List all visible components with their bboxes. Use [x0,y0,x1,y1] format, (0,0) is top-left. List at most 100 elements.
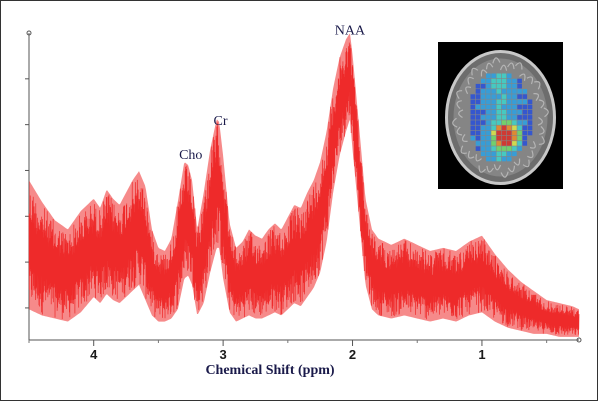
voxel-grid [470,73,533,162]
voxel [517,125,522,131]
voxel [501,156,507,162]
peak-label-cr: Cr [214,114,228,129]
voxel [480,141,486,146]
voxel [491,89,496,94]
gyrus [492,57,501,64]
voxel [517,120,522,125]
voxel [480,120,486,125]
voxel [480,78,486,84]
voxel [480,151,486,157]
gyrus [486,165,494,173]
voxel [527,104,533,110]
voxel [475,99,481,105]
voxel [475,141,481,146]
peak-label-cho: Cho [179,148,202,163]
voxel [470,135,476,141]
voxel [506,125,512,131]
voxel [512,135,517,141]
y-minor-ticks [25,78,29,309]
voxel [496,83,502,89]
voxel [506,73,512,79]
gyrus [539,125,545,135]
voxel [486,94,491,99]
voxel [486,130,491,136]
voxel [527,99,533,105]
voxel [517,78,522,84]
voxel [522,104,528,110]
voxel [512,151,517,157]
voxel [517,141,522,146]
gyrus [527,150,534,159]
voxel [491,83,496,89]
gyrus [467,150,475,159]
voxel [512,130,517,136]
voxel [496,135,502,141]
voxel [517,109,522,115]
voxel [491,125,496,131]
voxel [517,89,522,94]
gyrus [478,165,486,173]
gyrus [515,62,523,70]
voxel [496,99,502,105]
voxel [512,89,517,94]
voxel [470,125,476,131]
gyrus [460,145,467,154]
voxel [480,130,486,136]
voxel [475,89,481,94]
gyrus [452,117,458,128]
voxel [491,94,496,99]
voxel [470,120,476,125]
voxel [496,146,502,151]
gyrus [456,126,463,136]
gyrus [500,171,509,178]
voxel [517,115,522,120]
voxel [506,104,512,110]
voxel [486,125,491,131]
voxel [501,130,507,136]
gyrus [507,62,515,70]
voxel [506,135,512,141]
voxel [527,120,533,125]
voxel [491,130,496,136]
voxel [486,146,491,151]
voxel [506,120,512,125]
voxel [512,104,517,110]
voxel [522,94,528,99]
voxel [480,99,486,105]
voxel [470,109,476,115]
gyrus [485,62,494,70]
voxel [480,94,486,99]
voxel [527,125,533,131]
voxel [501,99,507,105]
voxel [470,99,476,105]
voxel [501,78,507,84]
peak-label-naa: NAA [335,24,366,39]
voxel [506,78,512,84]
gyrus [519,73,526,81]
voxel [512,109,517,115]
voxel [506,115,512,120]
x-tick-label: 4 [90,347,98,362]
voxel [496,120,502,125]
voxel [522,135,528,141]
voxel [501,94,507,99]
voxel [506,99,512,105]
gyrus [538,135,545,145]
voxel [480,109,486,115]
voxel [512,78,517,84]
voxel [480,83,486,89]
voxel [517,135,522,141]
voxel [491,120,496,125]
voxel [486,99,491,105]
gyrus [499,64,508,71]
voxel [512,141,517,146]
gyrus [465,86,472,95]
voxel [501,151,507,157]
voxel [501,135,507,141]
voxel [501,125,507,131]
voxel [527,109,533,115]
voxel [486,135,491,141]
voxel [512,83,517,89]
